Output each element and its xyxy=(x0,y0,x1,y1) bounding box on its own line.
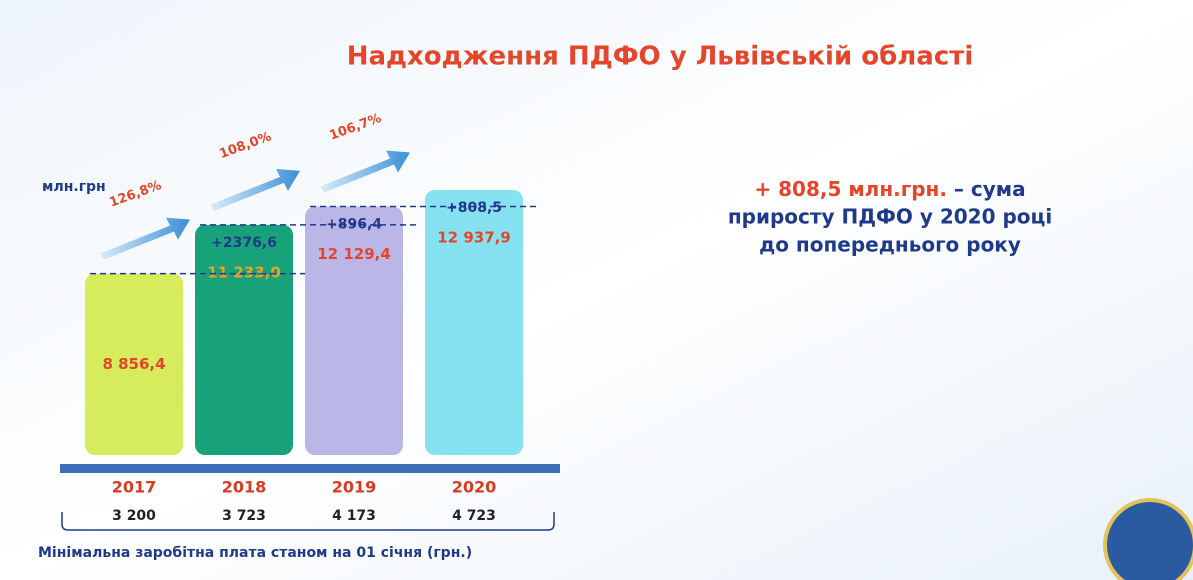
bar xyxy=(85,273,183,455)
chart-title: Надходження ПДФО у Львівській області xyxy=(347,42,974,72)
x-tick-label: 2017 xyxy=(112,478,157,497)
baseline xyxy=(60,464,560,473)
note-line-3: до попереднього року xyxy=(759,233,1021,257)
min-wage-value: 3 723 xyxy=(222,508,266,524)
note-highlight: + 808,5 млн.грн. xyxy=(754,177,947,201)
x-tick-label: 2019 xyxy=(332,478,377,497)
note-text: – сума xyxy=(954,177,1026,201)
increase-label: +808,5 xyxy=(446,200,502,216)
note-line-1: + 808,5 млн.грн. – сума xyxy=(754,177,1025,201)
bar xyxy=(425,190,523,455)
bar xyxy=(195,224,293,455)
growth-arrow xyxy=(210,168,300,211)
value-label: 12 129,4 xyxy=(317,245,391,263)
min-wage-value: 3 200 xyxy=(112,508,156,524)
unit-label: млн.грн xyxy=(42,179,106,195)
x-tick-label: 2020 xyxy=(452,478,497,497)
brace xyxy=(61,512,555,531)
increase-label: +2376,6 xyxy=(211,235,277,251)
min-wage-title: Мінімальна заробітна плата станом на 01 … xyxy=(38,545,472,561)
growth-arrow xyxy=(320,150,410,193)
min-wage-value: 4 173 xyxy=(332,508,376,524)
note-line-2: приросту ПДФО у 2020 році xyxy=(728,205,1052,229)
min-wage-value: 4 723 xyxy=(452,508,496,524)
value-label: 12 937,9 xyxy=(437,229,511,247)
emblem xyxy=(1103,498,1193,580)
bar xyxy=(305,206,403,455)
x-tick-label: 2018 xyxy=(222,478,267,497)
value-label: 8 856,4 xyxy=(102,355,165,373)
value-label: 11 233,0 xyxy=(207,263,281,281)
growth-arrow xyxy=(100,217,190,260)
